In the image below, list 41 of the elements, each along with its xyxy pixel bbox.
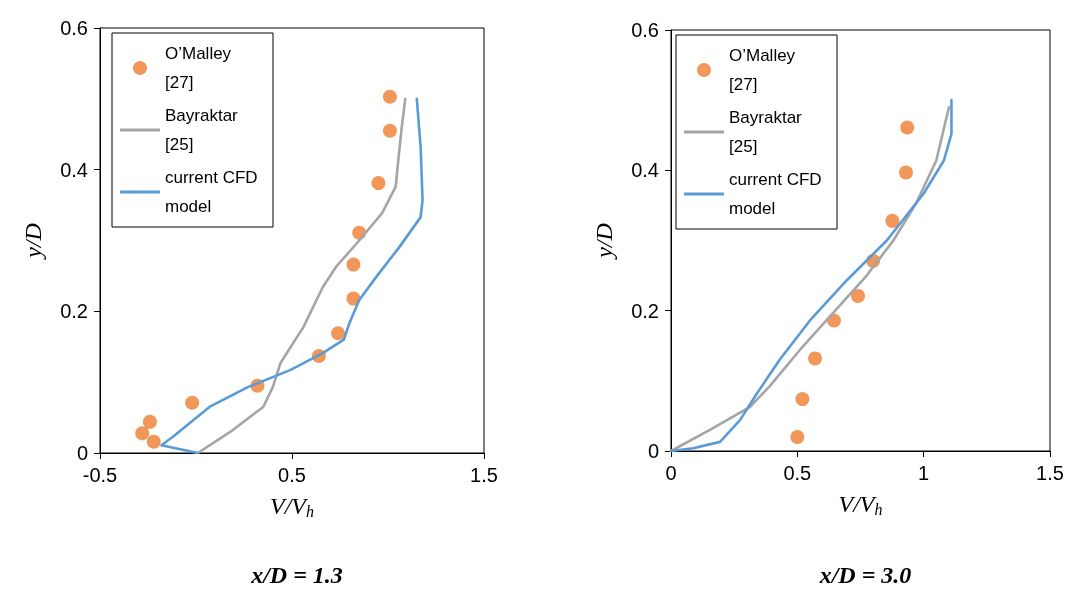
legend-label: O’Malley [27] [729, 46, 800, 94]
point [850, 288, 865, 303]
text: x/D = 3.0 [818, 562, 912, 588]
x-axis-title: V/Vh [838, 491, 883, 518]
point [371, 176, 386, 191]
legend-label: O’Malley [27] [165, 44, 236, 92]
point [185, 395, 200, 410]
point [142, 414, 157, 429]
x-axis-title: V/Vh [270, 493, 314, 520]
point [795, 392, 810, 407]
point [382, 123, 397, 138]
y-tick-label: 0.4 [631, 159, 659, 182]
x-tick-label: 1 [918, 462, 930, 484]
point [900, 120, 915, 135]
legend-label: current CFD model [165, 168, 263, 216]
y-tick-label: 0.4 [60, 158, 88, 181]
point [135, 426, 150, 441]
x-tick-label: -0.5 [82, 464, 118, 486]
point [331, 326, 346, 341]
x-tick-label: 1.5 [1036, 462, 1064, 484]
legend-label: current CFD model [729, 170, 827, 218]
y-axis-title: y/D [20, 223, 46, 260]
point [790, 429, 805, 444]
y-tick-label: 0.6 [60, 17, 88, 39]
y-tick-label: 0.6 [631, 19, 659, 41]
point [808, 351, 823, 366]
point [382, 89, 397, 104]
y-axis-title: y/D [591, 223, 617, 260]
point [346, 257, 361, 272]
x-tick-label: 0.5 [783, 462, 812, 484]
y-tick-label: 0 [76, 442, 88, 464]
point [885, 213, 900, 228]
y-tick-label: 0 [647, 440, 659, 462]
x-tick-label: 0 [665, 462, 677, 484]
y-tick-label: 0.2 [631, 299, 659, 322]
point [146, 434, 161, 449]
text: x/D = 1.3 [250, 562, 343, 588]
x-tick-label: 0.5 [278, 464, 306, 486]
point [898, 165, 913, 180]
y-tick-label: 0.2 [60, 300, 88, 323]
x-tick-label: 1.5 [470, 464, 498, 486]
